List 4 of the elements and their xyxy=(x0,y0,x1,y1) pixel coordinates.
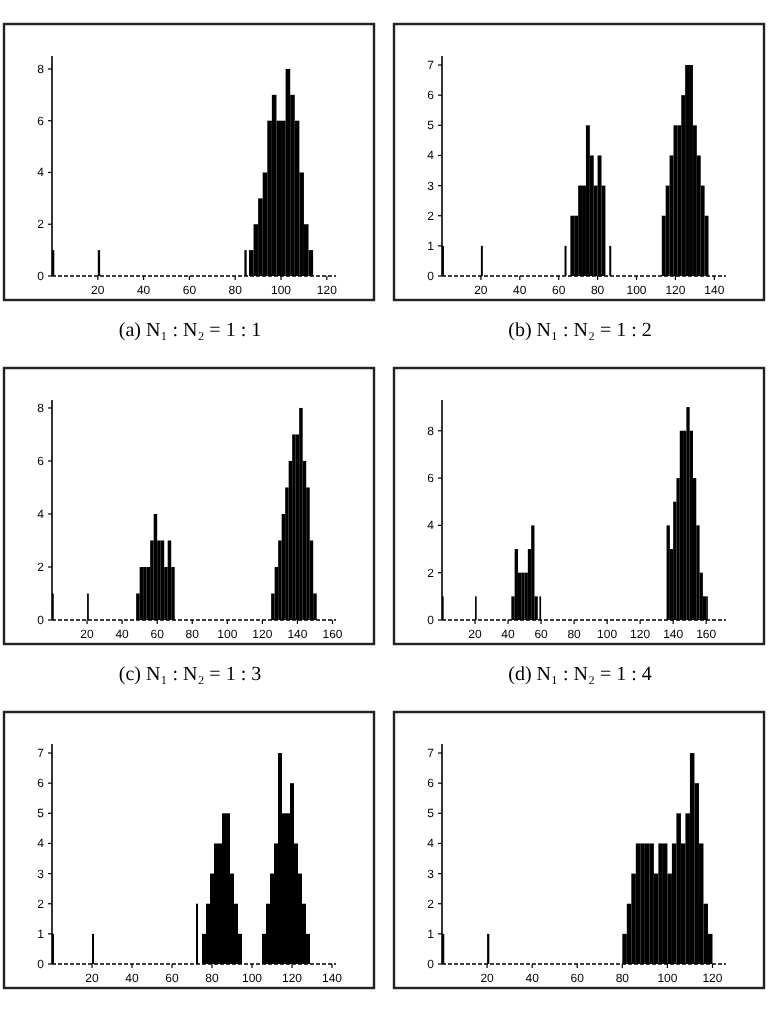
text: (c) N₁ : N₂ = 1 : 3 xyxy=(118,664,262,686)
text: (b) N₁ : N₂ = 1 : 2 xyxy=(508,320,652,342)
text: (a) N₁ : N₂ = 1 : 1 xyxy=(118,320,262,342)
text: (d) N₁ : N₂ = 1 : 4 xyxy=(508,664,652,686)
